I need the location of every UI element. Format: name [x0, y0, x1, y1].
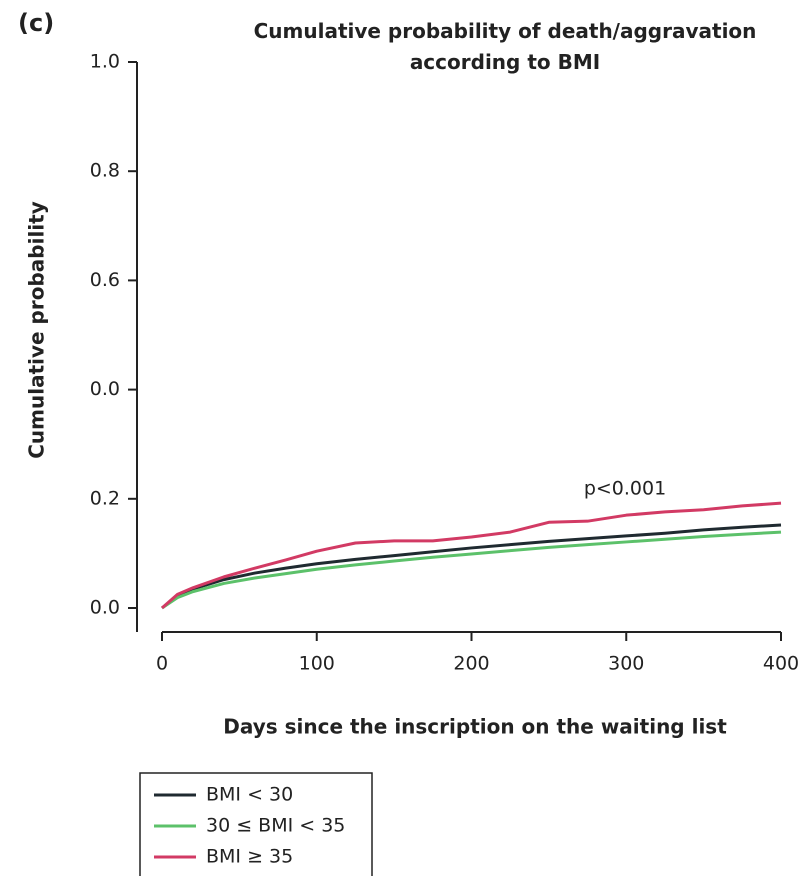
x-tick-label: 400 — [763, 653, 799, 675]
y-tick-label: 1.0 — [90, 51, 120, 73]
series-line — [161, 530, 782, 610]
legend-label: BMI < 30 — [206, 784, 293, 806]
series-line — [161, 501, 782, 610]
y-tick-label: 0.2 — [90, 487, 120, 509]
legend-label: BMI ≥ 35 — [206, 846, 293, 868]
y-axis-label: Cumulative probability — [25, 201, 49, 459]
y-tick-label: 0.0 — [90, 378, 120, 400]
x-tick-label: 300 — [608, 653, 644, 675]
legend-box — [139, 772, 373, 876]
x-tick-label: 0 — [156, 653, 168, 675]
x-tick-label: 100 — [299, 653, 335, 675]
y-tick-label: 0.8 — [90, 160, 120, 182]
y-tick-label: 0.6 — [90, 269, 120, 291]
series-line — [161, 523, 782, 610]
panel-label: (c) — [18, 9, 54, 37]
x-axis-label: Days since the inscription on the waitin… — [223, 715, 727, 739]
legend-label: 30 ≤ BMI < 35 — [206, 815, 345, 837]
y-tick-label: 0.0 — [90, 597, 120, 619]
annotation: p<0.001 — [584, 478, 666, 500]
chart-title: Cumulative probability of death/aggravat… — [253, 19, 757, 74]
x-tick-label: 200 — [453, 653, 489, 675]
